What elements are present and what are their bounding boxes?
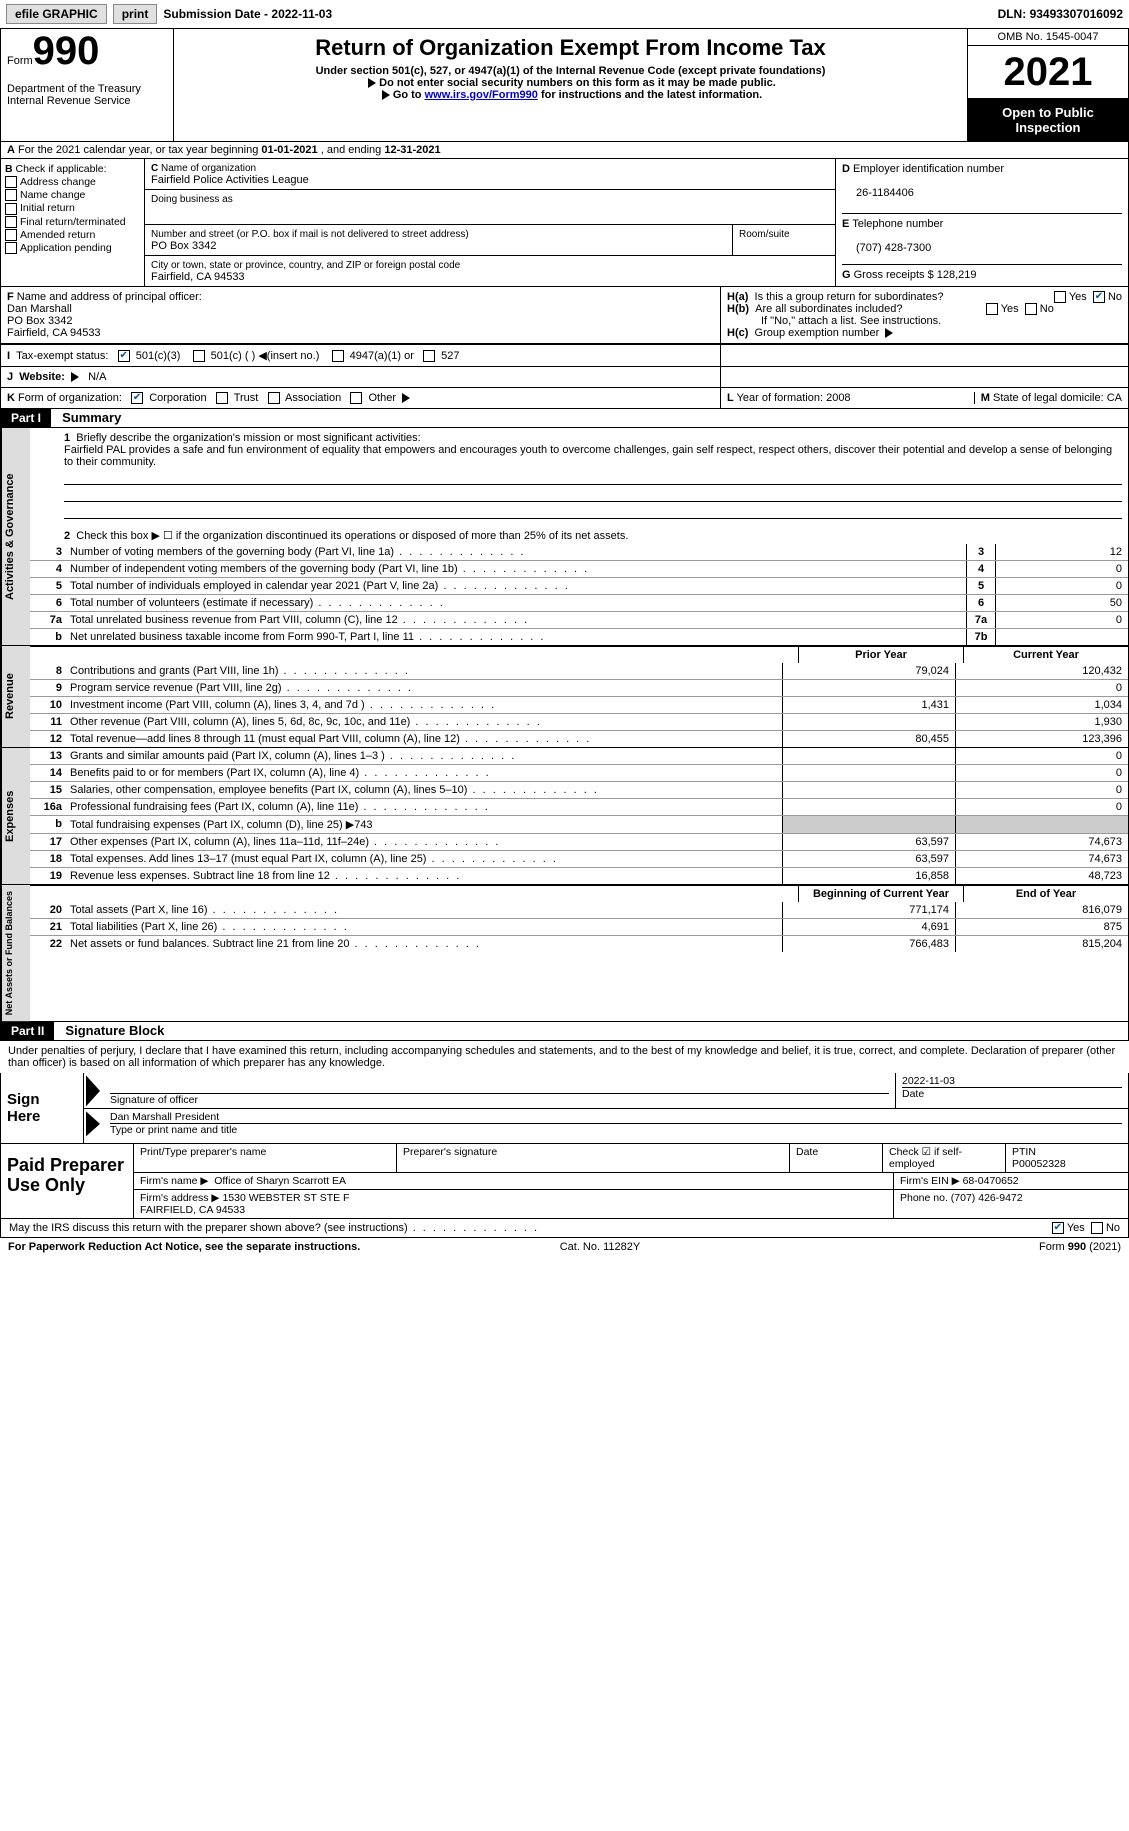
summary-line: 7aTotal unrelated business revenue from … [30,611,1128,628]
firm-ein: Firm's EIN ▶ 68-0470652 [894,1173,1128,1189]
box-i: I Tax-exempt status: 501(c)(3) 501(c) ( … [1,344,720,366]
box-c-street: Number and street (or P.O. box if mail i… [145,225,733,256]
chk-name-change[interactable]: Name change [5,189,140,201]
print-button[interactable]: print [113,4,158,24]
summary-line: 3Number of voting members of the governi… [30,544,1128,560]
col-prior-year: Prior Year [798,647,963,663]
org-info-grid: B Check if applicable: Address change Na… [0,159,1129,287]
box-e: E Telephone number (707) 428-7300 [842,218,1122,265]
box-c-dba: Doing business as [145,190,835,225]
box-g: G Gross receipts $ 128,219 [842,269,1122,281]
form-subtitle: Under section 501(c), 527, or 4947(a)(1)… [182,65,959,77]
summary-line: 22Net assets or fund balances. Subtract … [30,935,1128,952]
sign-here-block: Sign Here Signature of officer 2022-11-0… [0,1073,1129,1144]
typed-name: Dan Marshall President Type or print nam… [104,1109,1128,1138]
box-f: F Name and address of principal officer:… [1,287,720,343]
omb-number: OMB No. 1545-0047 [968,29,1128,46]
summary-line: 10Investment income (Part VIII, column (… [30,696,1128,713]
col-beginning-year: Beginning of Current Year [798,886,963,902]
box-l: L Year of formation: 2008 [727,392,974,404]
preparer-date: Date [790,1144,883,1172]
row-a-tax-year: A For the 2021 calendar year, or tax yea… [0,142,1129,159]
chk-address-change[interactable]: Address change [5,176,140,188]
part-1-header: Part I Summary [0,409,1129,428]
firm-name: Firm's name ▶ Office of Sharyn Scarrott … [134,1173,894,1189]
top-bar: efile GRAPHIC print Submission Date - 20… [0,0,1129,28]
submission-date: Submission Date - 2022-11-03 [163,7,332,21]
summary-line: 8Contributions and grants (Part VIII, li… [30,663,1128,679]
preparer-ptin: PTINP00052328 [1006,1144,1128,1172]
perjury-declaration: Under penalties of perjury, I declare th… [0,1041,1129,1073]
part-2-header: Part II Signature Block [0,1022,1129,1041]
summary-line: 9Program service revenue (Part VIII, lin… [30,679,1128,696]
irs-link[interactable]: www.irs.gov/Form990 [425,89,538,101]
section-expenses: Expenses 13Grants and similar amounts pa… [0,748,1129,885]
summary-line: 21Total liabilities (Part X, line 26)4,6… [30,918,1128,935]
col-current-year: Current Year [963,647,1128,663]
arrow-icon [86,1075,100,1106]
summary-line: 4Number of independent voting members of… [30,560,1128,577]
arrow-icon [86,1111,100,1136]
lower-header-grid: F Name and address of principal officer:… [0,287,1129,409]
note-link: Go to www.irs.gov/Form990 for instructio… [182,89,959,101]
line-2-checkbox: 2 Check this box ▶ ☐ if the organization… [30,521,1128,544]
preparer-signature: Preparer's signature [397,1144,790,1172]
summary-line: 18Total expenses. Add lines 13–17 (must … [30,850,1128,867]
summary-line: 14Benefits paid to or for members (Part … [30,764,1128,781]
box-c-name: C Name of organization Fairfield Police … [145,159,835,190]
summary-line: 16aProfessional fundraising fees (Part I… [30,798,1128,815]
summary-line: 5Total number of individuals employed in… [30,577,1128,594]
signature-date: 2022-11-03 Date [896,1073,1128,1108]
page-footer: For Paperwork Reduction Act Notice, see … [0,1238,1129,1256]
firm-phone: Phone no. (707) 426-9472 [894,1190,1128,1218]
summary-line: bTotal fundraising expenses (Part IX, co… [30,815,1128,833]
chk-application-pending[interactable]: Application pending [5,242,140,254]
chk-initial-return[interactable]: Initial return [5,202,140,214]
summary-line: 17Other expenses (Part IX, column (A), l… [30,833,1128,850]
box-m: M State of legal domicile: CA [974,392,1122,404]
box-h: H(a) Is this a group return for subordin… [720,287,1128,343]
paid-preparer-block: Paid Preparer Use Only Print/Type prepar… [0,1144,1129,1219]
box-c-city: City or town, state or province, country… [145,256,835,286]
summary-line: 15Salaries, other compensation, employee… [30,781,1128,798]
preparer-self-employed: Check ☑ if self-employed [883,1144,1006,1172]
efile-label: efile GRAPHIC [6,4,107,24]
summary-line: 19Revenue less expenses. Subtract line 1… [30,867,1128,884]
tax-year: 2021 [968,46,1128,99]
summary-line: 12Total revenue—add lines 8 through 11 (… [30,730,1128,747]
box-k: K Form of organization: Corporation Trus… [1,388,720,408]
discuss-with-preparer: May the IRS discuss this return with the… [0,1219,1129,1238]
line-1-mission: 1 Briefly describe the organization's mi… [30,428,1128,521]
summary-line: 20Total assets (Part X, line 16)771,1748… [30,902,1128,918]
chk-final-return[interactable]: Final return/terminated [5,216,140,228]
col-end-year: End of Year [963,886,1128,902]
box-j: J Website: N/A [1,367,720,387]
form-number: Form990 [7,33,167,69]
note-ssn: Do not enter social security numbers on … [182,77,959,89]
box-d: D Employer identification number 26-1184… [842,163,1122,214]
signature-of-officer: Signature of officer [104,1073,896,1108]
chk-amended-return[interactable]: Amended return [5,229,140,241]
box-b: B Check if applicable: Address change Na… [1,159,145,286]
summary-line: 13Grants and similar amounts paid (Part … [30,748,1128,764]
section-activities-governance: Activities & Governance 1 Briefly descri… [0,428,1129,646]
box-c-room: Room/suite [733,225,835,256]
section-net-assets: Net Assets or Fund Balances Beginning of… [0,885,1129,1022]
firm-address: Firm's address ▶ 1530 WEBSTER ST STE F F… [134,1190,894,1218]
dept-treasury: Department of the Treasury Internal Reve… [7,83,167,107]
dln: DLN: 93493307016092 [998,7,1123,21]
section-revenue: Revenue Prior Year Current Year 8Contrib… [0,646,1129,748]
summary-line: bNet unrelated business taxable income f… [30,628,1128,645]
preparer-name: Print/Type preparer's name [134,1144,397,1172]
summary-line: 11Other revenue (Part VIII, column (A), … [30,713,1128,730]
form-header: Form990 Department of the Treasury Inter… [0,28,1129,142]
form-title: Return of Organization Exempt From Incom… [182,35,959,61]
summary-line: 6Total number of volunteers (estimate if… [30,594,1128,611]
open-to-public: Open to Public Inspection [968,99,1128,141]
